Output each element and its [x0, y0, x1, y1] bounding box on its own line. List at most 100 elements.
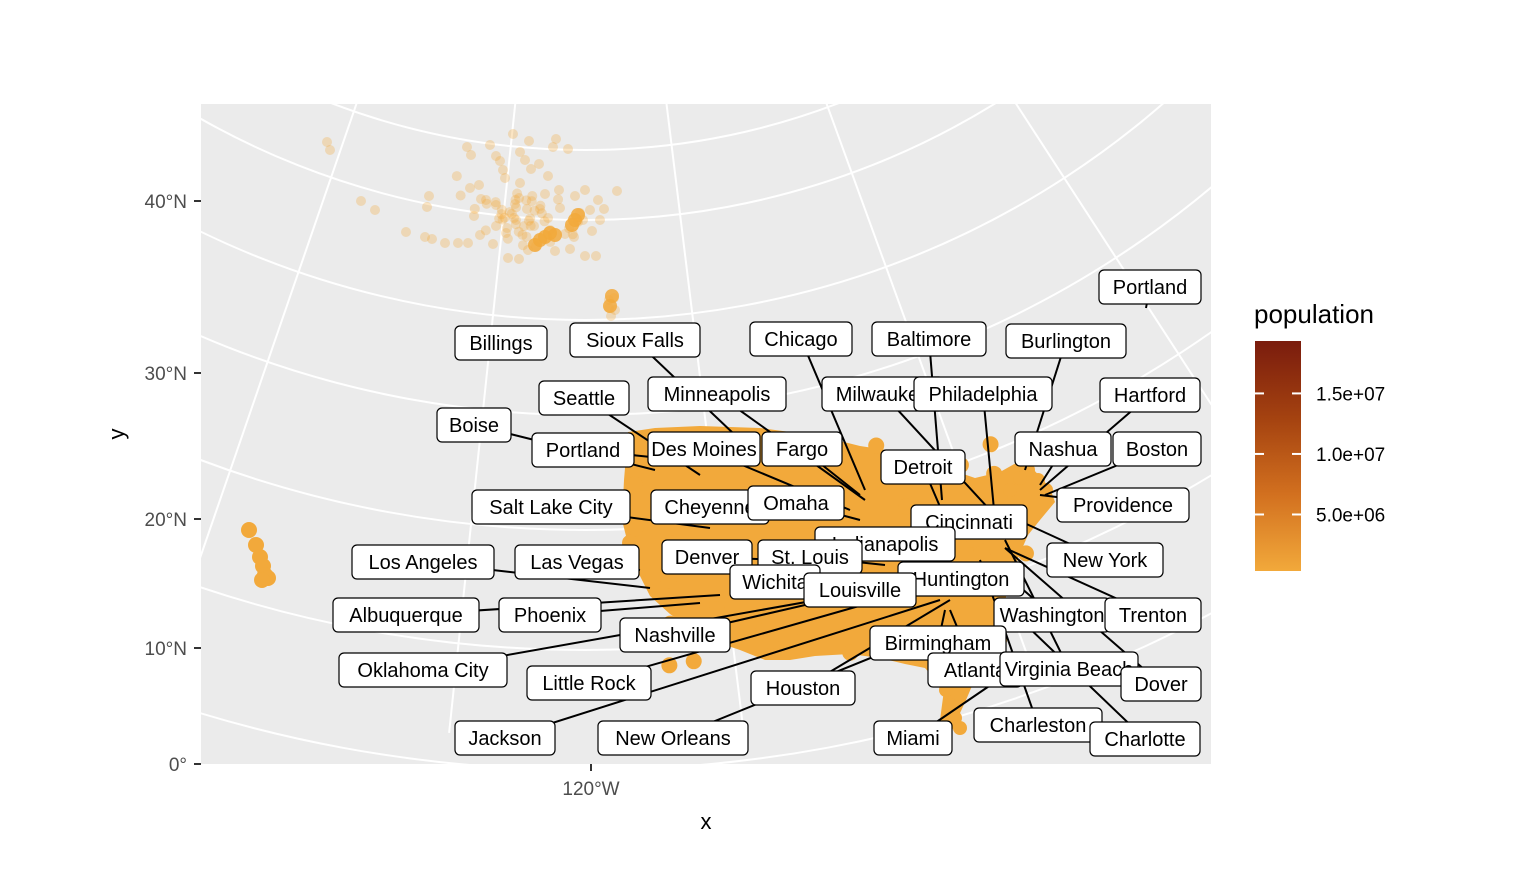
city-label-6: Hartford	[1114, 385, 1186, 407]
city-label-box-41	[526, 665, 652, 701]
city-label-27: St. Louis	[771, 547, 849, 569]
alaska-point-extra-18	[529, 205, 540, 216]
alaska-point-30	[427, 234, 437, 244]
alaska-point-49	[543, 213, 553, 223]
city-label-10: Philadelphia	[929, 384, 1039, 406]
us-point-50	[986, 465, 1003, 482]
population-legend: population 5.0e+06 1.0e+07 1.5e+07	[1254, 299, 1385, 571]
city-label-box-31	[803, 572, 917, 608]
city-label-box-18	[471, 489, 631, 525]
city-label-37: Birmingham	[885, 633, 992, 655]
axes: 0° 10°N 20°N 30°N 40°N 120°W x y	[104, 192, 712, 834]
city-label-30: Huntington	[913, 569, 1010, 591]
alaska-point-extra-14	[469, 203, 480, 214]
city-label-34: Washington	[1000, 605, 1105, 627]
city-label-14: Fargo	[776, 439, 828, 461]
city-label-31: Louisville	[819, 580, 901, 602]
us-edge-point-4	[1003, 483, 1017, 497]
city-label-12: Portland	[546, 440, 621, 462]
alaska-point-31	[440, 238, 450, 248]
x-tick-label-0: 120°W	[562, 779, 619, 800]
city-label-2: Sioux Falls	[586, 330, 684, 352]
city-label-box-16	[1112, 431, 1202, 467]
city-label-box-25	[514, 544, 640, 580]
city-label-box-43	[1120, 666, 1202, 702]
legend-tick-label-2: 1.5e+07	[1316, 384, 1385, 405]
alaska-point-33	[463, 238, 473, 248]
alaska-point-28	[401, 227, 411, 237]
alaska-point-extra-36	[521, 195, 532, 206]
city-label-box-0	[1098, 269, 1202, 305]
city-label-19: Cheyenne	[664, 497, 755, 519]
legend-tick-label-1: 1.0e+07	[1316, 445, 1385, 466]
city-label-29: Wichita	[742, 572, 808, 594]
alaska-point-6	[491, 151, 501, 161]
alaska-point-56	[491, 221, 501, 231]
city-label-box-17	[880, 449, 966, 485]
alaska-point-57	[511, 215, 521, 225]
city-label-20: Omaha	[763, 493, 829, 515]
city-label-13: Des Moines	[651, 439, 757, 461]
alaska-point-extra-7	[481, 198, 492, 209]
alaska-point-19	[554, 185, 564, 195]
y-tick-label-1: 10°N	[145, 639, 187, 660]
city-label-box-6	[1099, 377, 1201, 413]
city-label-3: Chicago	[764, 329, 837, 351]
alaska-point-54	[481, 195, 491, 205]
alaska-point-64	[585, 205, 595, 215]
alaska-point-34	[475, 230, 485, 240]
city-label-1: Billings	[469, 333, 532, 355]
city-label-46: New Orleans	[615, 728, 731, 750]
us-point-52	[898, 498, 915, 515]
us-point-13	[626, 476, 643, 493]
city-label-box-13	[647, 431, 761, 467]
graticule-meridian-5	[1015, 104, 1211, 406]
alaska-point-extra-12	[535, 200, 546, 211]
city-label-38: Oklahoma City	[357, 660, 488, 682]
y-tick-label-3: 30°N	[145, 364, 187, 385]
city-label-39: Atlanta	[944, 660, 1007, 682]
alaska-point-extra-23	[494, 213, 505, 224]
city-label-box-35	[1104, 597, 1202, 633]
alaska-point-55	[469, 211, 479, 221]
alaska-point-71	[498, 165, 508, 175]
city-label-box-5	[1005, 323, 1127, 359]
graticule-parallel-1	[201, 104, 996, 221]
graticule-parallel-0	[330, 104, 840, 151]
alaska-dense-point-4	[528, 238, 542, 252]
alaska-point-extra-13	[510, 219, 521, 230]
alaska-point-3	[466, 150, 476, 160]
city-labels: Portland Billings Sioux Falls Chicago Baltim…	[332, 269, 1202, 757]
y-tick-label-4: 40°N	[145, 192, 187, 213]
alaska-point-extra-20	[513, 226, 524, 237]
alaska-point-extra-35	[451, 171, 462, 182]
alaska-point-extra-30	[499, 212, 510, 223]
alaska-point-extra-28	[553, 194, 564, 205]
alaska-point-extra-19	[504, 207, 515, 218]
alaska-point-extra-26	[523, 215, 534, 226]
alaska-point-25	[422, 202, 432, 212]
alaska-point-50	[535, 204, 545, 214]
city-label-43: Dover	[1134, 674, 1188, 696]
alaska-point-62	[587, 226, 597, 236]
alaska-point-35	[488, 239, 498, 249]
y-tick-label-2: 20°N	[145, 510, 187, 531]
alaska-point-extra-34	[521, 231, 532, 242]
city-label-26: Denver	[675, 547, 740, 569]
city-label-7: Seattle	[553, 388, 615, 410]
alaska-point-22	[593, 195, 603, 205]
x-axis-title: x	[701, 809, 712, 834]
alaska-point-extra-15	[497, 214, 508, 225]
alaska-point-48	[555, 203, 565, 213]
alaska-point-extra-21	[510, 194, 521, 205]
alaska-point-extra-11	[539, 216, 550, 227]
alaska-point-44	[591, 251, 601, 261]
alaska-dense-point-3	[548, 228, 562, 242]
city-label-box-38	[338, 652, 508, 688]
alaska-point-4	[485, 140, 495, 150]
city-label-box-10	[913, 376, 1053, 412]
alaska-point-extra-0	[496, 209, 507, 220]
city-label-32: Albuquerque	[349, 605, 462, 627]
city-label-box-24	[351, 544, 495, 580]
